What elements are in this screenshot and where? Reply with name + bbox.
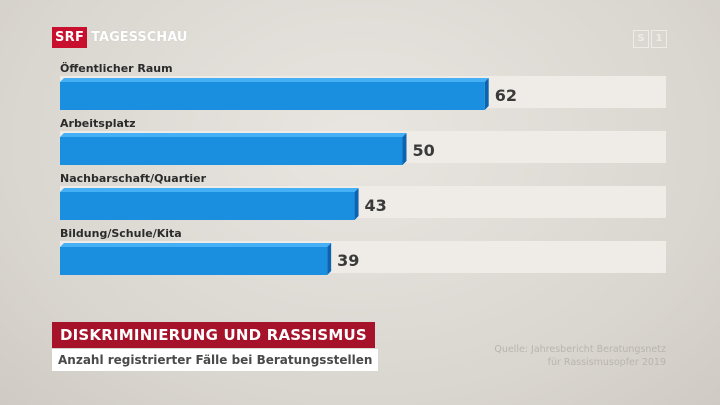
data-label: 43 <box>364 196 387 215</box>
bar <box>60 133 407 165</box>
category-label: Öffentlicher Raum <box>60 62 173 75</box>
srf-logo: SRF <box>52 27 88 48</box>
channel-glyph-s: S <box>633 30 649 48</box>
bar-side-face <box>354 188 359 220</box>
bar-side-face <box>327 243 332 275</box>
bar <box>60 78 489 110</box>
bar-top-face <box>60 243 332 247</box>
show-name: TAGESSCHAU <box>91 30 188 45</box>
bar-top-face <box>60 133 407 137</box>
bar-front-face <box>60 192 355 220</box>
bar <box>60 188 359 220</box>
source-line-2: für Rassismusopfer 2019 <box>547 357 666 368</box>
bar <box>60 243 332 275</box>
data-label: 50 <box>412 141 435 160</box>
bar-front-face <box>60 137 403 165</box>
data-label: 39 <box>337 251 360 270</box>
source-line-1: Quelle: Jahresbericht Beratungsnetz <box>494 344 666 355</box>
bar-front-face <box>60 247 328 275</box>
category-label: Arbeitsplatz <box>60 117 136 130</box>
channel-glyph-1: 1 <box>651 30 667 48</box>
bar-side-face <box>402 133 407 165</box>
bar-side-face <box>484 78 489 110</box>
bar-top-face <box>60 188 359 192</box>
chart-title: DISKRIMINIERUNG UND RASSISMUS <box>52 322 375 348</box>
broadcaster-logo: SRF TAGESSCHAU <box>52 27 187 48</box>
bar-top-face <box>60 78 489 82</box>
data-label: 62 <box>494 86 517 105</box>
category-label: Bildung/Schule/Kita <box>60 227 182 240</box>
chart-subtitle: Anzahl registrierter Fälle bei Beratungs… <box>52 349 379 371</box>
bar-front-face <box>60 82 485 110</box>
category-label: Nachbarschaft/Quartier <box>60 172 207 185</box>
srf1-channel-icon: S 1 <box>633 30 667 48</box>
source-note: Quelle: Jahresbericht Beratungsnetz für … <box>494 343 666 369</box>
